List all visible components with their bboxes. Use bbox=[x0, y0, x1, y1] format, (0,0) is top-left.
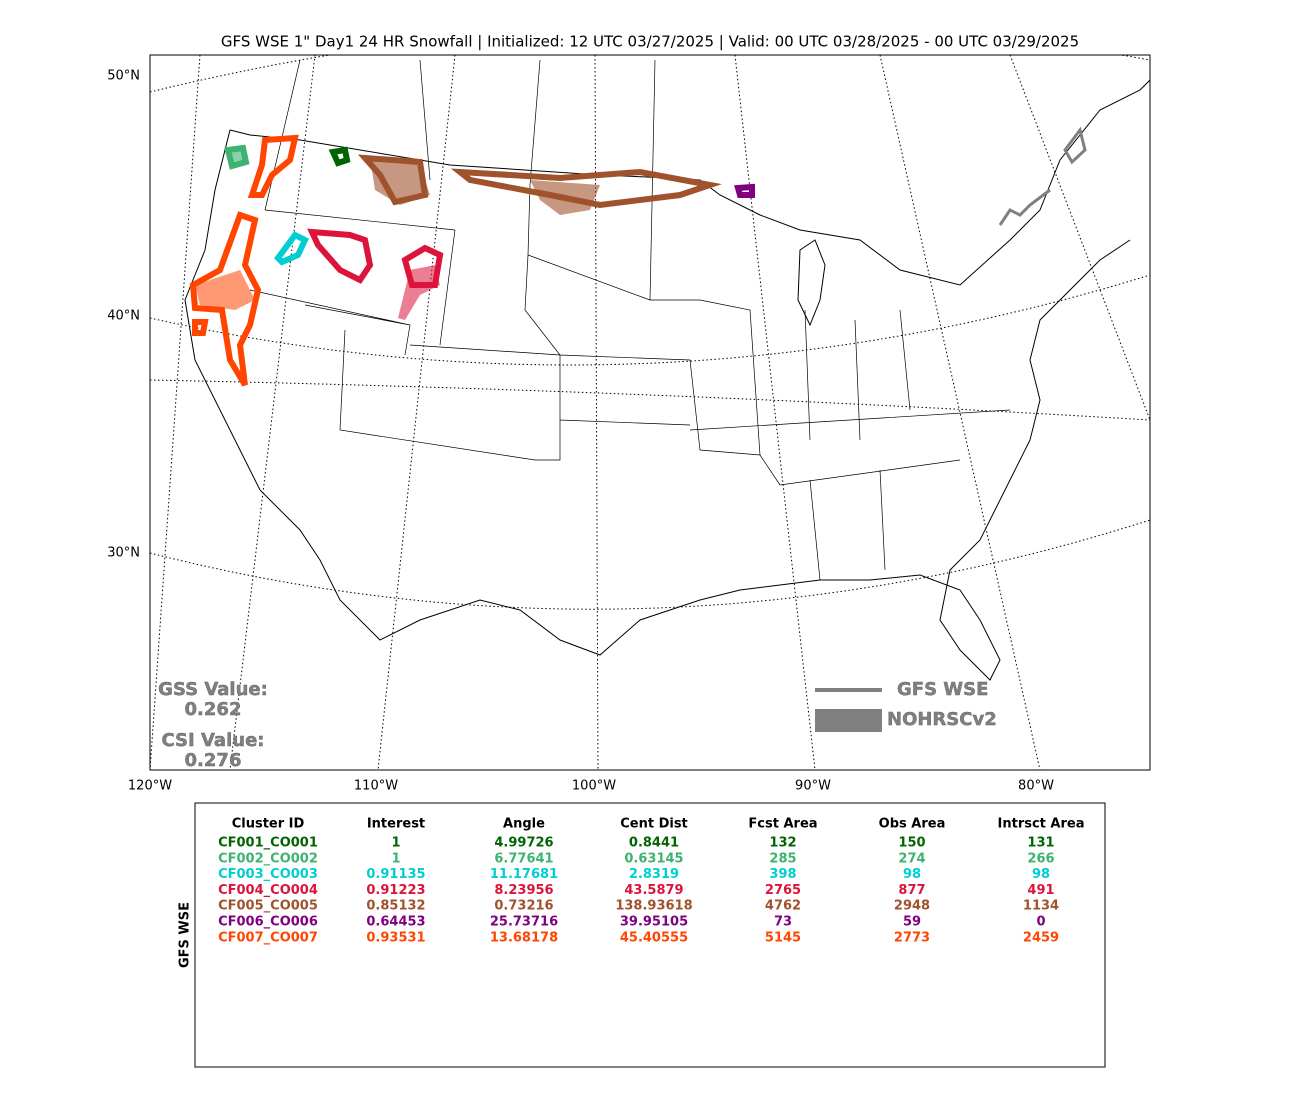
table-cell: 1 bbox=[391, 836, 400, 851]
table-cell: 0 bbox=[1036, 915, 1045, 930]
table-cell: 877 bbox=[898, 883, 925, 898]
table-header: Obs Area bbox=[879, 817, 946, 832]
fcst-cluster bbox=[224, 144, 250, 170]
gss-label: GSS Value: bbox=[158, 679, 268, 700]
fcst-cluster bbox=[274, 231, 309, 266]
other-contour bbox=[998, 126, 1087, 226]
table-cell: CF004_CO004 bbox=[218, 883, 318, 898]
table-cell: 4.99726 bbox=[494, 836, 553, 851]
table-cell: 4762 bbox=[765, 899, 801, 914]
map-frame bbox=[149, 54, 1151, 771]
legend-label: NOHRSCv2 bbox=[887, 709, 997, 730]
table-header: Intrsct Area bbox=[998, 817, 1085, 832]
table-cell: 98 bbox=[903, 867, 921, 882]
table-header: Fcst Area bbox=[748, 817, 817, 832]
table-cell: 98 bbox=[1032, 867, 1050, 882]
lat-label: 40°N bbox=[107, 309, 140, 324]
table-cell: 2773 bbox=[894, 930, 930, 945]
table-cell: 2.8319 bbox=[629, 867, 679, 882]
lat-labels: 50°N 40°N 30°N bbox=[107, 69, 140, 561]
map bbox=[150, 55, 1150, 770]
table-cell: CF003_CO003 bbox=[218, 867, 318, 882]
table-header: Cluster ID bbox=[232, 817, 305, 832]
obs-cluster bbox=[195, 270, 255, 310]
table-cell: 0.93531 bbox=[366, 930, 425, 945]
fcst-cluster bbox=[357, 154, 722, 209]
table-cell: CF007_CO007 bbox=[218, 930, 318, 945]
graticule bbox=[150, 55, 1150, 770]
table-side-label: GFS WSE bbox=[178, 902, 193, 968]
title: GFS WSE 1" Day1 24 HR Snowfall | Initial… bbox=[221, 33, 1079, 51]
graticule bbox=[150, 55, 1150, 610]
table-cell: 59 bbox=[903, 915, 921, 930]
table-cell: 138.93618 bbox=[615, 899, 692, 914]
table-cell: 6.77641 bbox=[494, 851, 553, 866]
table-header: Cent Dist bbox=[620, 817, 688, 832]
table-cell: 0.63145 bbox=[624, 851, 683, 866]
table-cell: 132 bbox=[769, 836, 796, 851]
table-cell: 2459 bbox=[1023, 930, 1059, 945]
table-cell: 1134 bbox=[1023, 899, 1059, 914]
gss-value: 0.262 bbox=[185, 699, 242, 720]
table-header: Interest bbox=[367, 817, 425, 832]
table-cell: 398 bbox=[769, 867, 796, 882]
table-cell: 13.68178 bbox=[490, 930, 558, 945]
legend-swatch bbox=[815, 709, 882, 732]
obs-cluster bbox=[398, 265, 440, 320]
legend-label: GFS WSE bbox=[897, 679, 988, 700]
table-cell: 1 bbox=[391, 851, 400, 866]
table-cell: CF001_CO001 bbox=[218, 836, 318, 851]
table-cell: 0.73216 bbox=[494, 899, 553, 914]
table-cell: 73 bbox=[774, 915, 792, 930]
csi-label: CSI Value: bbox=[162, 730, 265, 751]
table-cell: 285 bbox=[769, 851, 796, 866]
state-borders bbox=[249, 59, 1011, 581]
table-cell: 266 bbox=[1027, 851, 1054, 866]
table-cell: 150 bbox=[898, 836, 925, 851]
table-cell: 131 bbox=[1027, 836, 1054, 851]
table-cell: 25.73716 bbox=[490, 915, 558, 930]
lake-michigan bbox=[797, 239, 826, 327]
lon-labels: 120°W 110°W 100°W 90°W 80°W bbox=[128, 779, 1054, 794]
table-cell: 0.91223 bbox=[366, 883, 425, 898]
lon-label: 110°W bbox=[354, 779, 398, 794]
table-cell: 11.17681 bbox=[490, 867, 558, 882]
fcst-cluster bbox=[328, 146, 351, 167]
table-cell: 2765 bbox=[765, 883, 801, 898]
table-cell: 0.8441 bbox=[629, 836, 679, 851]
table-cell: 45.40555 bbox=[620, 930, 688, 945]
table-frame bbox=[194, 802, 1106, 1068]
lon-label: 100°W bbox=[572, 779, 616, 794]
lon-label: 80°W bbox=[1018, 779, 1054, 794]
csi-value: 0.276 bbox=[185, 750, 242, 771]
table-cell: 0.91135 bbox=[366, 867, 425, 882]
table-cell: 8.23956 bbox=[494, 883, 553, 898]
table-cell: 491 bbox=[1027, 883, 1054, 898]
table-cell: 0.85132 bbox=[366, 899, 425, 914]
table-cell: 0.64453 bbox=[366, 915, 425, 930]
fcst-cluster bbox=[307, 228, 444, 288]
obs-cluster bbox=[370, 158, 430, 205]
lat-label: 50°N bbox=[107, 69, 140, 84]
lat-label: 30°N bbox=[107, 546, 140, 561]
table-header: Angle bbox=[503, 817, 545, 832]
table: Cluster ID Interest Angle Cent Dist Fcst Are… bbox=[218, 817, 1084, 946]
table-cell: CF002_CO002 bbox=[218, 851, 318, 866]
table-cell: 39.95105 bbox=[620, 915, 688, 930]
table-cell: 5145 bbox=[765, 930, 801, 945]
lon-label: 120°W bbox=[128, 779, 172, 794]
table-cell: CF005_CO005 bbox=[218, 899, 318, 914]
table-cell: 2948 bbox=[894, 899, 930, 914]
fcst-cluster bbox=[189, 134, 299, 387]
lon-label: 90°W bbox=[795, 779, 831, 794]
table-cell: 274 bbox=[898, 851, 925, 866]
table-cell: CF006_CO006 bbox=[218, 915, 318, 930]
fcst-cluster bbox=[734, 183, 755, 198]
table-cell: 43.5879 bbox=[624, 883, 683, 898]
coastline bbox=[184, 79, 1150, 681]
